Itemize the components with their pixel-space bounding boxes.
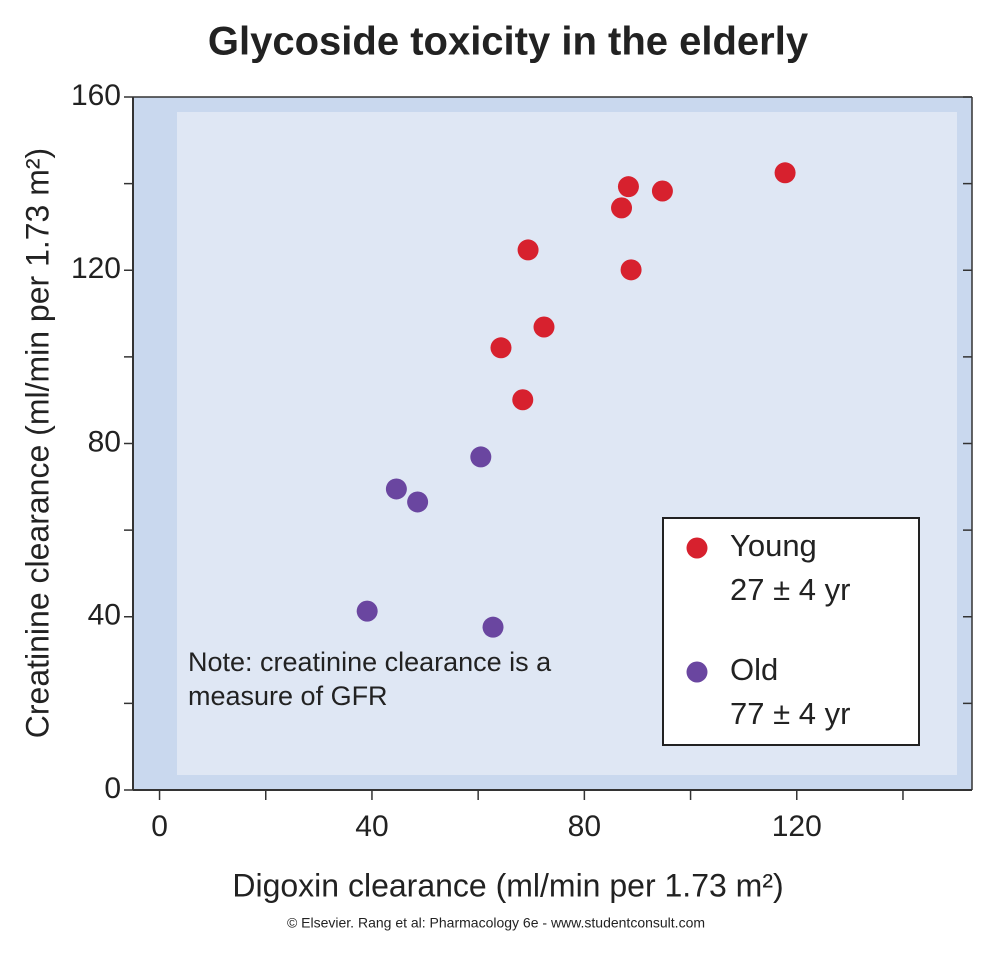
x-tick-label: 120	[772, 810, 822, 843]
legend-label: Old	[730, 652, 778, 687]
y-tick-label: 120	[71, 252, 121, 285]
credit: © Elsevier. Rang et al: Pharmacology 6e …	[287, 915, 705, 931]
chart-title: Glycoside toxicity in the elderly	[208, 20, 809, 64]
y-axis-label: Creatinine clearance (ml/min per 1.73 m²…	[19, 148, 55, 738]
y-tick-label: 80	[88, 425, 121, 458]
y-tick-label: 0	[104, 772, 121, 805]
point	[470, 446, 492, 468]
note: Note: creatinine clearance is a	[188, 647, 552, 677]
x-axis-label: Digoxin clearance (ml/min per 1.73 m²)	[232, 867, 783, 903]
note: measure of GFR	[188, 681, 388, 711]
point	[490, 337, 512, 359]
point	[407, 491, 429, 513]
point	[611, 197, 633, 219]
legend-label: Young	[730, 528, 817, 563]
x-tick-label: 80	[568, 810, 601, 843]
legend-detail: 77 ± 4 yr	[730, 696, 850, 731]
point	[385, 478, 407, 500]
legend-marker	[686, 661, 708, 683]
x-tick-label: 0	[151, 810, 168, 843]
point	[517, 239, 539, 261]
point	[651, 180, 673, 202]
point	[620, 259, 642, 281]
point	[533, 316, 555, 338]
point	[482, 616, 504, 638]
point	[617, 176, 639, 198]
point	[774, 162, 796, 184]
x-tick-label: 40	[355, 810, 388, 843]
legend-detail: 27 ± 4 yr	[730, 572, 850, 607]
legend-marker	[686, 537, 708, 559]
point	[512, 389, 534, 411]
legend	[662, 517, 920, 746]
point	[356, 600, 378, 622]
y-tick-label: 160	[71, 79, 121, 112]
y-tick-label: 40	[88, 599, 121, 632]
